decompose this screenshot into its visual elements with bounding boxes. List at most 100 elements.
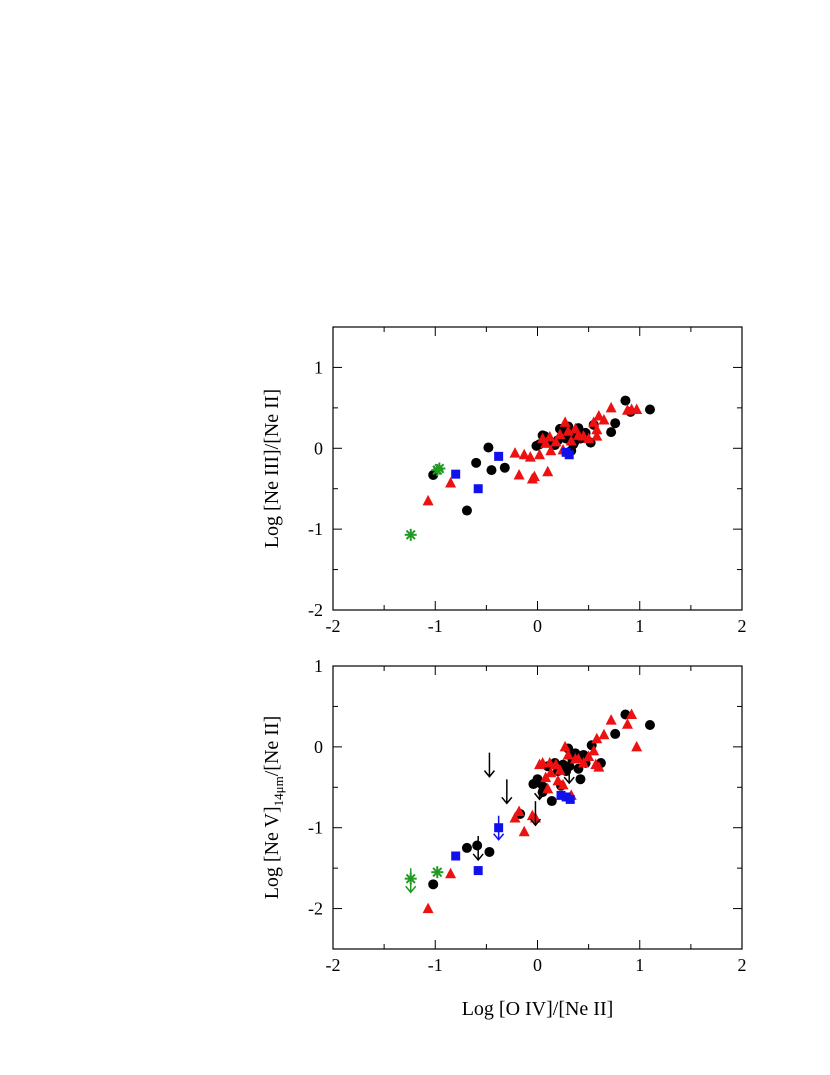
top-point-black-circle — [606, 427, 617, 438]
top-point-red-triangle — [513, 468, 525, 480]
top-point-black-circle — [499, 462, 510, 473]
bottom-point-black-circle — [546, 796, 557, 807]
top-point-red-triangle — [554, 428, 566, 440]
bottom-point-red-triangle — [591, 732, 603, 744]
bottom-point-red-triangle — [590, 758, 602, 770]
bottom-point-red-triangle — [621, 718, 633, 729]
top-point-blue-square — [494, 451, 504, 461]
bottom-point-black-upper-limit — [529, 801, 542, 827]
bottom-point-red-triangle — [557, 778, 569, 790]
bottom-point-blue-upper-limit — [493, 815, 505, 841]
bottom-point-green-upper-limit — [405, 868, 417, 894]
top-point-black-circle — [644, 404, 655, 415]
bottom-point-black-circle — [484, 846, 495, 857]
top-point-black-circle — [461, 505, 472, 516]
bottom-point-blue-square — [556, 790, 566, 800]
bottom-point-red-triangle — [572, 752, 584, 764]
bottom-point-black-upper-limit — [501, 779, 513, 805]
top-point-red-triangle — [593, 409, 605, 421]
top-y-tick-label: 1 — [314, 357, 323, 377]
bottom-x-tick-label: 0 — [533, 955, 542, 975]
bottom-point-red-triangle — [598, 728, 610, 740]
bottom-point-red-triangle — [552, 774, 564, 786]
top-point-red-triangle — [591, 423, 603, 435]
bottom-point-red-triangle — [544, 757, 556, 768]
bottom-x-tick-label: -2 — [326, 955, 341, 975]
bottom-y-tick-label: -1 — [308, 818, 323, 838]
bottom-x-tick-label: 1 — [635, 955, 644, 975]
bottom-point-red-triangle — [518, 825, 530, 837]
bottom-point-red-triangle — [542, 782, 554, 794]
bottom-point-blue-square — [473, 866, 483, 876]
top-point-red-triangle — [565, 435, 577, 446]
bottom-point-black-circle — [610, 728, 621, 739]
top-point-red-triangle — [598, 413, 610, 425]
bottom-point-black-circle — [472, 840, 483, 851]
bottom-x-tick-label: -1 — [428, 955, 443, 975]
bottom-point-red-triangle — [605, 714, 617, 725]
top-y-tick-label: -2 — [308, 600, 323, 620]
top-x-tick-label: 0 — [533, 616, 542, 636]
top-point-red-triangle — [605, 401, 617, 413]
top-x-tick-label: -2 — [326, 616, 341, 636]
bottom-point-red-triangle — [537, 757, 549, 768]
top-point-black-circle — [471, 457, 482, 468]
bottom-y-axis-label: Log [Ne V]14μm/[Ne II] — [261, 716, 286, 900]
bottom-point-black-upper-limit — [533, 775, 546, 801]
top-y-tick-label: -1 — [308, 519, 323, 539]
bottom-point-red-triangle — [583, 750, 595, 762]
bottom-point-black-circle — [461, 842, 472, 853]
bottom-y-tick-label: -2 — [308, 899, 323, 919]
bottom-point-black-circle — [644, 720, 655, 731]
bottom-point-black-circle — [428, 879, 439, 890]
bottom-point-black-upper-limit — [483, 752, 496, 778]
bottom-point-red-triangle — [626, 708, 638, 720]
bottom-point-red-triangle — [513, 805, 525, 817]
top-point-red-triangle — [545, 444, 557, 456]
top-point-black-circle — [620, 395, 631, 406]
panel-top-ne3-vs-o4: -2 -1 0 1 2 -2 -1 0 1 Log [Ne III]/[Ne II] — [261, 326, 747, 636]
bottom-point-red-triangle — [562, 748, 574, 760]
bottom-y-tick-label: 0 — [314, 737, 323, 757]
top-point-red-triangle — [591, 430, 603, 441]
bottom-point-red-triangle — [554, 764, 566, 775]
top-point-blue-square — [451, 469, 461, 479]
top-point-red-triangle — [534, 448, 546, 460]
top-point-blue-square — [473, 484, 483, 494]
top-point-black-circle — [486, 465, 497, 476]
top-point-red-triangle — [544, 430, 556, 442]
top-point-red-triangle — [528, 470, 540, 482]
top-point-red-triangle — [550, 435, 562, 447]
bottom-point-green-asterisk — [431, 866, 444, 879]
bottom-point-blue-square — [451, 851, 461, 861]
top-point-green-asterisk — [433, 462, 446, 475]
bottom-point-red-triangle — [631, 740, 643, 752]
panel-bottom-ne5-vs-o4: -2 -1 0 1 2 -2 -1 0 1 Log [Ne V]14μm/[Ne II] Log [… — [261, 656, 747, 1020]
top-point-red-triangle — [542, 465, 554, 477]
top-point-red-triangle — [524, 451, 536, 462]
bottom-point-red-triangle — [588, 744, 600, 756]
bottom-point-red-triangle — [509, 812, 521, 823]
top-x-tick-label: 2 — [738, 616, 747, 636]
bottom-point-black-circle — [575, 774, 586, 785]
bottom-point-black-upper-limit — [563, 759, 575, 785]
top-x-tick-label: -1 — [428, 616, 443, 636]
top-point-red-triangle — [422, 494, 434, 506]
top-point-red-triangle — [445, 477, 457, 488]
bottom-point-red-triangle — [545, 766, 557, 778]
bottom-point-red-triangle — [422, 902, 434, 914]
top-point-blue-square — [564, 450, 574, 460]
top-point-black-circle — [610, 418, 621, 429]
bottom-point-red-triangle — [578, 757, 590, 768]
top-point-red-triangle — [518, 448, 530, 460]
top-y-tick-label: 0 — [314, 438, 323, 458]
bottom-point-red-triangle — [445, 867, 457, 879]
top-point-green-asterisk — [404, 528, 417, 541]
top-plot-frame — [332, 326, 743, 611]
bottom-point-red-triangle — [559, 740, 571, 752]
top-point-red-triangle — [631, 403, 643, 414]
top-x-tick-label: 1 — [635, 616, 644, 636]
top-point-red-triangle — [509, 447, 521, 458]
bottom-point-blue-square — [565, 794, 575, 804]
